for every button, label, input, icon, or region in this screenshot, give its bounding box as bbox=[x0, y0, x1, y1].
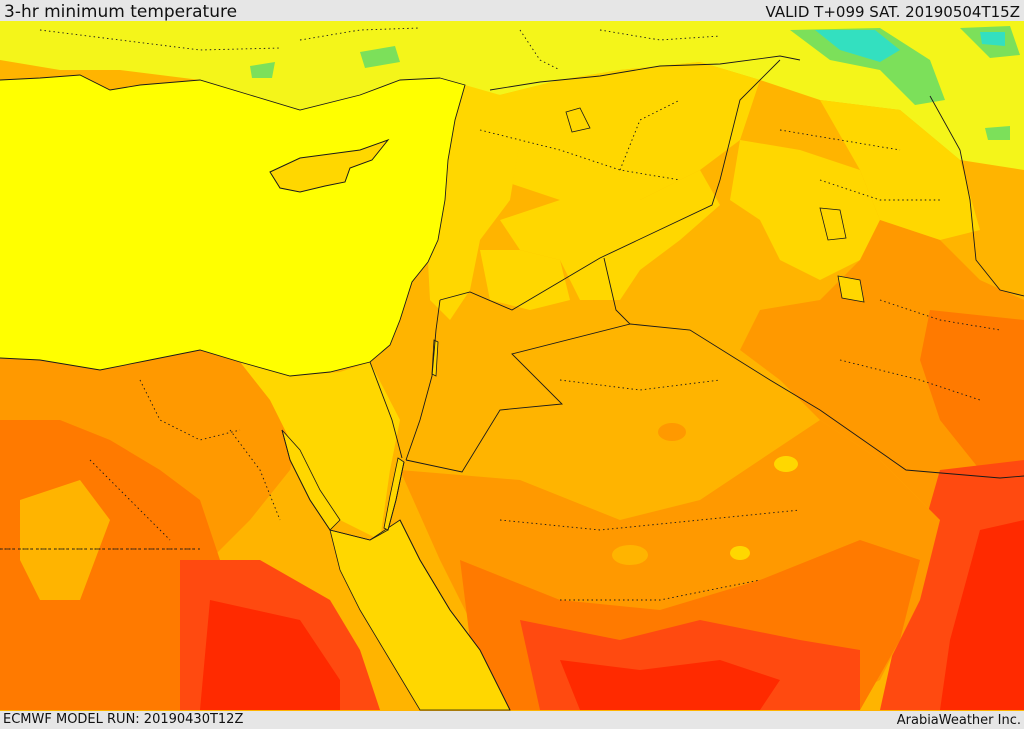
border-iran bbox=[929, 95, 1024, 297]
green-patch-4 bbox=[250, 62, 275, 78]
syria-gold-2 bbox=[480, 250, 570, 310]
header-bar: 3-hr minimum temperature VALID T+099 SAT… bbox=[0, 0, 1024, 21]
model-run: ECMWF MODEL RUN: 20190430T12Z bbox=[3, 712, 244, 727]
spot-5 bbox=[348, 464, 372, 476]
border-egypt-israel bbox=[369, 361, 403, 459]
turkey-coastline bbox=[0, 74, 441, 111]
valid-time: VALID T+099 SAT. 20190504T15Z bbox=[765, 3, 1020, 21]
iraq-gold bbox=[730, 140, 880, 280]
border-jordan bbox=[405, 257, 631, 473]
redsea-east-coast bbox=[399, 519, 511, 711]
turkey-yellow-band bbox=[0, 21, 1024, 170]
cyan-patch-1 bbox=[815, 30, 900, 62]
syria-gold bbox=[500, 170, 720, 300]
border-syria-iraq bbox=[439, 59, 781, 311]
lake-east-2 bbox=[837, 275, 865, 303]
med-coastline bbox=[0, 77, 466, 377]
border-saudi-iraq bbox=[629, 323, 1024, 479]
northeast-gold-band bbox=[820, 100, 980, 240]
iraq-dark-orange bbox=[740, 220, 1024, 520]
egypt-amber bbox=[20, 480, 110, 600]
iraq-red-orange bbox=[920, 310, 1024, 470]
border-levant bbox=[405, 299, 441, 461]
green-patch-1 bbox=[790, 28, 945, 105]
border-syria-turkey bbox=[489, 55, 801, 91]
green-patch-3 bbox=[360, 46, 400, 68]
egypt-red bbox=[200, 600, 340, 710]
spot-1 bbox=[730, 546, 750, 560]
spot-2 bbox=[658, 423, 686, 441]
north-gold-band bbox=[440, 62, 760, 200]
dead-sea bbox=[431, 339, 439, 377]
spot-3 bbox=[774, 456, 798, 472]
gulf-red bbox=[940, 520, 1024, 710]
spot-4 bbox=[612, 545, 648, 565]
sinai-gold bbox=[240, 362, 400, 540]
sinai-coastline bbox=[281, 429, 405, 541]
credit: ArabiaWeather Inc. bbox=[896, 713, 1021, 728]
cyan-patch-2 bbox=[980, 32, 1005, 46]
footer-bar: ECMWF MODEL RUN: 20190430T12Z ArabiaWeat… bbox=[0, 711, 1024, 729]
mediterranean-sea bbox=[0, 75, 465, 376]
lake-east bbox=[819, 207, 847, 241]
lake-north bbox=[565, 107, 591, 133]
cyprus bbox=[269, 138, 390, 193]
saudi-red bbox=[560, 660, 780, 710]
map-title: 3-hr minimum temperature bbox=[4, 2, 238, 22]
temperature-map bbox=[0, 21, 1024, 711]
green-patch-5 bbox=[985, 126, 1010, 140]
provincial-borders bbox=[0, 27, 1001, 601]
